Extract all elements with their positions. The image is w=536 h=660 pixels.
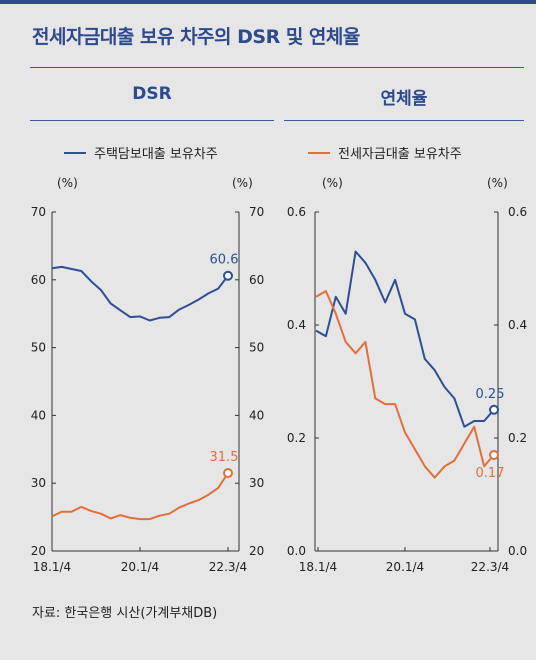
dsr-series-2-endpoint bbox=[223, 468, 233, 479]
dsr-ytick-label-left: 60 bbox=[31, 273, 46, 287]
delinquency-ytick-label-left: 0.6 bbox=[287, 205, 306, 219]
dsr-xtick-label: 18.1/4 bbox=[33, 560, 71, 574]
dsr-panel-title: DSR bbox=[132, 84, 172, 104]
delinquency-ytick-label-right: 0.6 bbox=[508, 205, 527, 219]
delinquency-unit-right: (%) bbox=[487, 176, 508, 190]
delinquency-ytick-label-left: 0.2 bbox=[287, 431, 306, 445]
dsr-xtick-label: 20.1/4 bbox=[121, 560, 159, 574]
dsr-unit-left: (%) bbox=[57, 176, 78, 190]
dsr-ytick-label-right: 50 bbox=[249, 341, 264, 355]
delinquency-series-1-endpoint bbox=[489, 404, 499, 415]
delinquency-panel-title: 연체율 bbox=[380, 89, 428, 109]
legend-series2: 전세자금대출 보유차주 bbox=[308, 143, 462, 162]
dsr-ytick-label-right: 40 bbox=[249, 408, 264, 422]
dsr-ytick-label-right: 30 bbox=[249, 476, 264, 490]
delinquency-ytick-label-left: 0.0 bbox=[287, 544, 306, 558]
source-note: 자료: 한국은행 시산(가계부채DB) bbox=[32, 606, 218, 621]
delinquency-series-2-endpoint bbox=[489, 449, 499, 460]
legend-series2-label: 전세자금대출 보유차주 bbox=[338, 147, 462, 162]
delinquency-series-1-end-label: 0.25 bbox=[476, 387, 505, 402]
dsr-ytick-label-right: 70 bbox=[249, 205, 264, 219]
delinquency-ytick-label-right: 0.0 bbox=[508, 544, 527, 558]
legend-series1-swatch bbox=[64, 151, 86, 154]
delinquency-xtick-label: 22.3/4 bbox=[471, 560, 509, 574]
delinquency-series-2-line bbox=[315, 290, 495, 479]
delinquency-xtick-label: 18.1/4 bbox=[299, 560, 337, 574]
dsr-panel-underline bbox=[30, 120, 274, 121]
dsr-ytick-label-right: 60 bbox=[249, 273, 264, 287]
dsr-unit-right: (%) bbox=[232, 176, 253, 190]
delinquency-ytick-label-left: 0.4 bbox=[287, 318, 306, 332]
legend-series2-swatch bbox=[308, 151, 330, 154]
dsr-ytick-label-left: 30 bbox=[31, 476, 46, 490]
dsr-series-1-endpoint bbox=[223, 270, 233, 281]
dsr-ytick-label-left: 40 bbox=[31, 408, 46, 422]
title-underline bbox=[30, 67, 524, 68]
delinquency-xtick-label: 20.1/4 bbox=[386, 560, 424, 574]
top-rule bbox=[0, 0, 536, 4]
dsr-ytick-label-left: 70 bbox=[31, 205, 46, 219]
delinquency-panel-underline bbox=[284, 120, 524, 121]
dsr-ytick-label-left: 20 bbox=[31, 544, 46, 558]
dsr-series-1-end-label: 60.6 bbox=[210, 253, 239, 268]
dsr-ytick-label-right: 20 bbox=[249, 544, 264, 558]
dsr-xtick-label: 22.3/4 bbox=[209, 560, 247, 574]
dsr-ytick-label-left: 50 bbox=[31, 341, 46, 355]
chart-title: 전세자금대출 보유 차주의 DSR 및 연체율 bbox=[32, 26, 360, 48]
legend-series1: 주택담보대출 보유차주 bbox=[64, 143, 218, 162]
legend-series1-label: 주택담보대출 보유차주 bbox=[94, 147, 218, 162]
delinquency-unit-left: (%) bbox=[322, 176, 343, 190]
delinquency-ytick-label-right: 0.4 bbox=[508, 318, 527, 332]
delinquency-series-1-line bbox=[315, 250, 495, 428]
delinquency-ytick-label-right: 0.2 bbox=[508, 431, 527, 445]
delinquency-series-2-end-label: 0.17 bbox=[476, 466, 505, 481]
dsr-series-2-line bbox=[51, 472, 229, 521]
dsr-series-2-end-label: 31.5 bbox=[210, 450, 239, 465]
dsr-series-1-line bbox=[51, 265, 229, 322]
